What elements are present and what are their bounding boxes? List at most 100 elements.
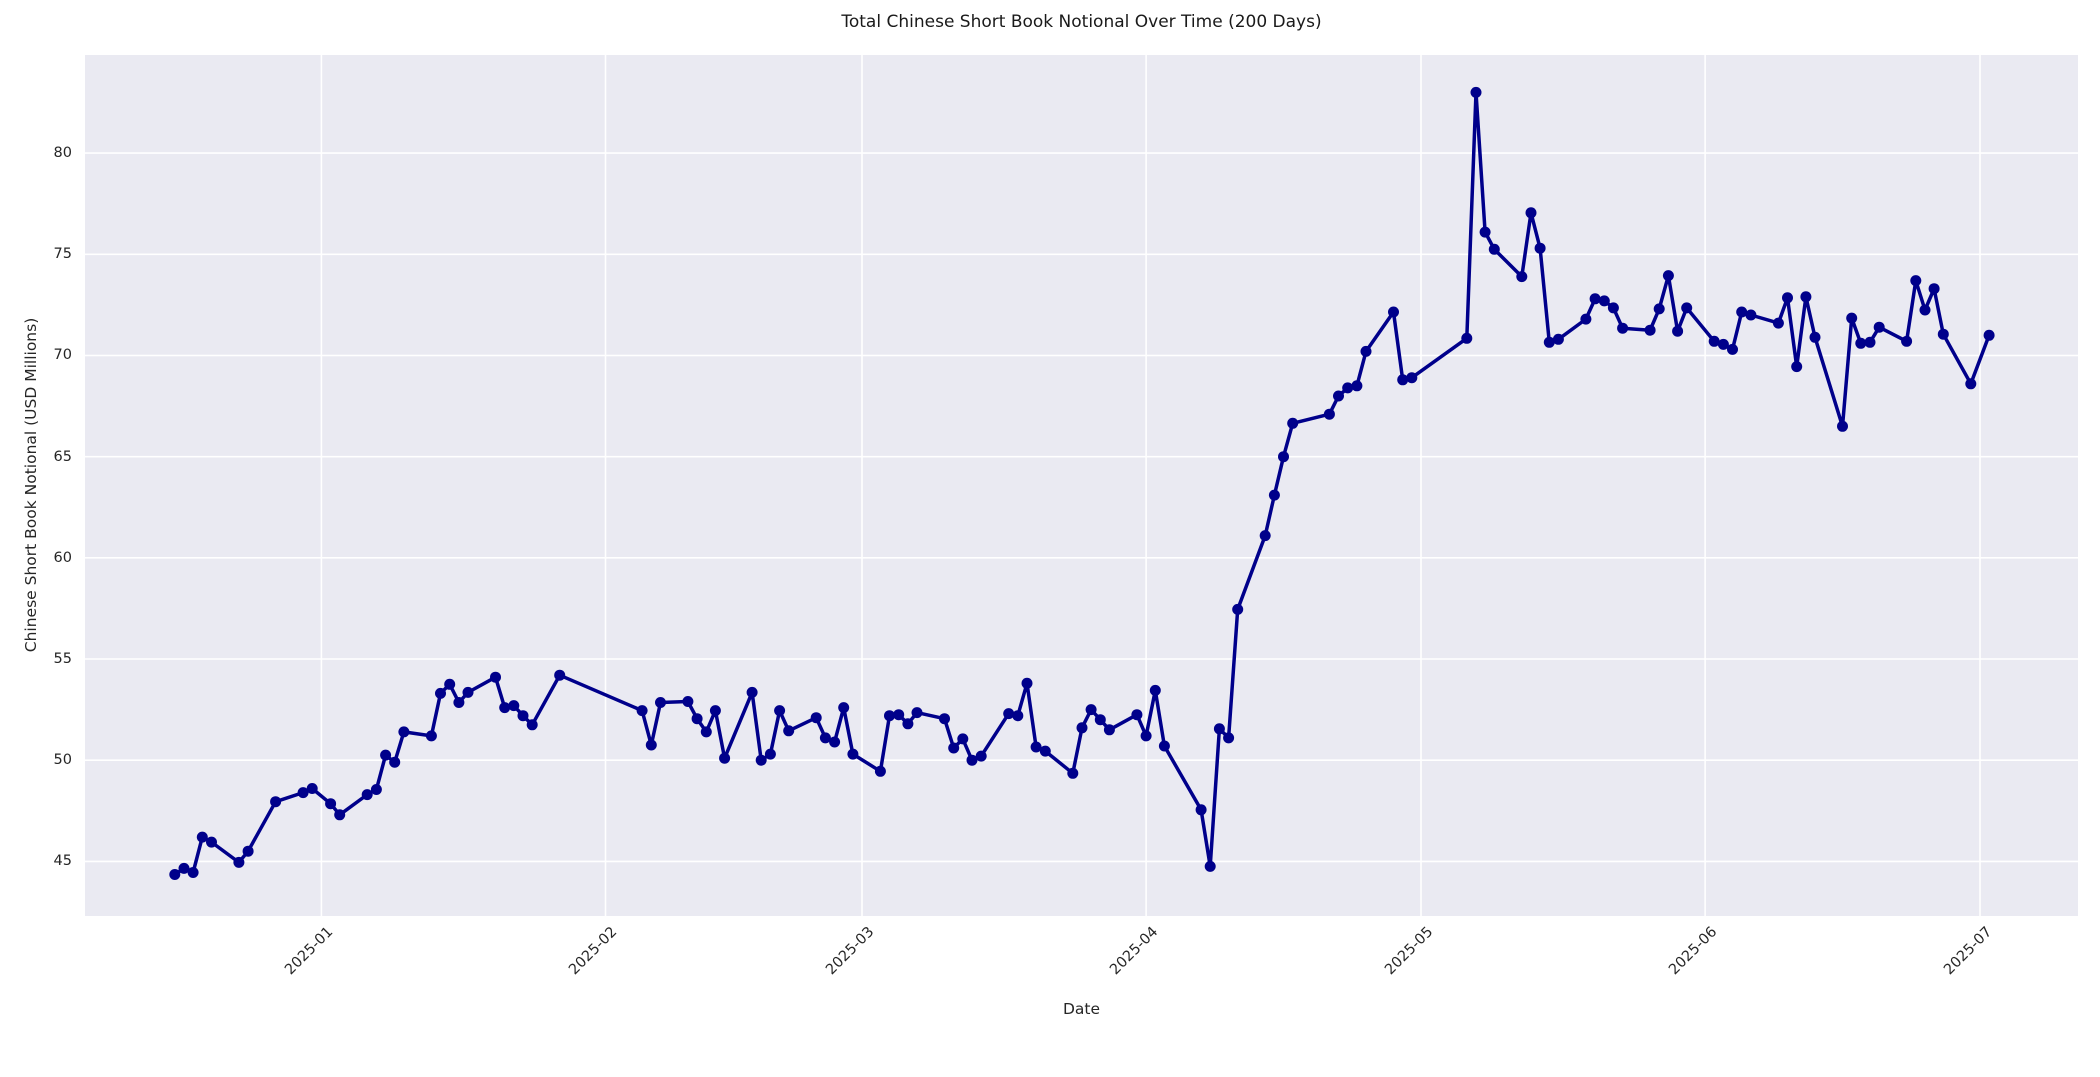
data-point-marker (1333, 390, 1344, 402)
data-point-marker (325, 798, 337, 810)
y-tick-label: 80 (53, 145, 72, 161)
data-point-marker (1085, 704, 1097, 716)
data-point-marker (948, 742, 960, 754)
data-point-marker (389, 756, 401, 768)
data-point-marker (499, 702, 511, 714)
data-point-marker (1983, 329, 1995, 341)
series-line (173, 90, 1991, 877)
data-point-marker (1406, 372, 1418, 384)
data-point-marker (1021, 677, 1033, 689)
y-tick-label: 50 (53, 752, 72, 768)
data-point-marker (810, 712, 822, 724)
data-point-marker (691, 713, 703, 725)
data-point-marker (444, 678, 456, 690)
data-point-marker (1259, 530, 1271, 542)
data-point-marker (1131, 709, 1143, 721)
data-point-marker (233, 856, 245, 868)
data-point-marker (196, 831, 208, 843)
data-point-marker (1076, 722, 1088, 734)
data-point-marker (1351, 380, 1363, 392)
chart-title: Total Chinese Short Book Notional Over T… (841, 12, 1322, 32)
data-point-marker (1470, 86, 1482, 98)
data-point-marker (1772, 317, 1784, 329)
data-point-marker (746, 686, 758, 698)
data-point-marker (1965, 378, 1977, 390)
data-point-marker (1617, 322, 1629, 334)
data-point-marker (1745, 309, 1757, 321)
data-point-marker (1223, 732, 1235, 744)
data-point-marker (1855, 337, 1867, 349)
data-point-marker (1607, 302, 1619, 314)
data-point-marker (902, 718, 914, 730)
data-point-marker (719, 752, 731, 764)
data-point-marker (1067, 767, 1079, 779)
data-point-marker (1030, 741, 1042, 753)
data-point-marker (1516, 271, 1528, 283)
y-tick-label: 70 (53, 347, 72, 363)
data-point-marker (1268, 489, 1280, 501)
data-point-marker (1360, 345, 1372, 357)
data-point-marker (1342, 382, 1354, 394)
data-point-marker (361, 789, 373, 801)
data-point-marker (1928, 283, 1940, 295)
data-point-marker (206, 836, 217, 848)
data-point-marker (700, 726, 712, 738)
data-point-marker (242, 845, 254, 857)
y-tick-label: 55 (53, 651, 72, 667)
data-point-marker (874, 765, 886, 777)
data-point-marker (1791, 361, 1803, 373)
data-point-marker (1397, 374, 1409, 386)
data-point-marker (169, 869, 181, 880)
data-point-marker (636, 705, 648, 717)
data-point-marker (306, 783, 318, 794)
data-point-marker (435, 687, 446, 699)
data-point-marker (1534, 242, 1546, 254)
data-point-marker (645, 739, 657, 751)
data-point-marker (453, 697, 465, 708)
data-point-marker (270, 796, 282, 808)
data-point-marker (1323, 408, 1335, 420)
data-point-marker (178, 862, 190, 874)
data-point-marker (1213, 723, 1225, 735)
data-point-marker (334, 809, 346, 821)
y-tick-label: 45 (53, 853, 72, 869)
data-point-marker (975, 750, 987, 762)
data-point-marker (1653, 303, 1665, 315)
data-point-marker (1003, 708, 1015, 720)
data-point-marker (1598, 295, 1610, 307)
data-point-marker (1094, 714, 1106, 726)
data-point-marker (1278, 451, 1289, 463)
data-point-marker (1937, 328, 1949, 340)
data-point-marker (1580, 313, 1592, 325)
data-point-marker (847, 748, 859, 760)
data-point-marker (1388, 306, 1399, 318)
figure: Total Chinese Short Book Notional Over T… (22, 12, 2078, 1018)
data-point-marker (939, 713, 950, 725)
data-point-marker (1543, 336, 1555, 348)
data-point-marker (370, 784, 382, 795)
data-point-marker (1662, 270, 1674, 282)
data-point-marker (1846, 312, 1858, 324)
data-point-marker (682, 696, 694, 707)
data-point-marker (1012, 710, 1024, 722)
data-point-marker (1873, 321, 1885, 333)
plot-area (85, 55, 2078, 916)
data-point-marker (1461, 332, 1473, 344)
data-point-marker (838, 702, 850, 714)
data-point-marker (1232, 603, 1244, 615)
data-point-marker (783, 725, 795, 737)
data-point-marker (1727, 343, 1738, 355)
data-point-marker (1103, 724, 1115, 736)
data-point-marker (1901, 335, 1913, 347)
data-point-marker (655, 697, 666, 708)
data-point-marker (1782, 292, 1793, 304)
data-point-marker (1287, 417, 1299, 429)
data-point-marker (425, 730, 437, 742)
data-point-marker (1158, 740, 1170, 752)
data-point-marker (1589, 293, 1601, 305)
data-point-marker (1837, 420, 1848, 432)
data-point-marker (1479, 226, 1491, 238)
line-chart-canvas (85, 55, 2078, 916)
data-point-marker (1140, 730, 1152, 742)
data-point-marker (1644, 324, 1656, 336)
